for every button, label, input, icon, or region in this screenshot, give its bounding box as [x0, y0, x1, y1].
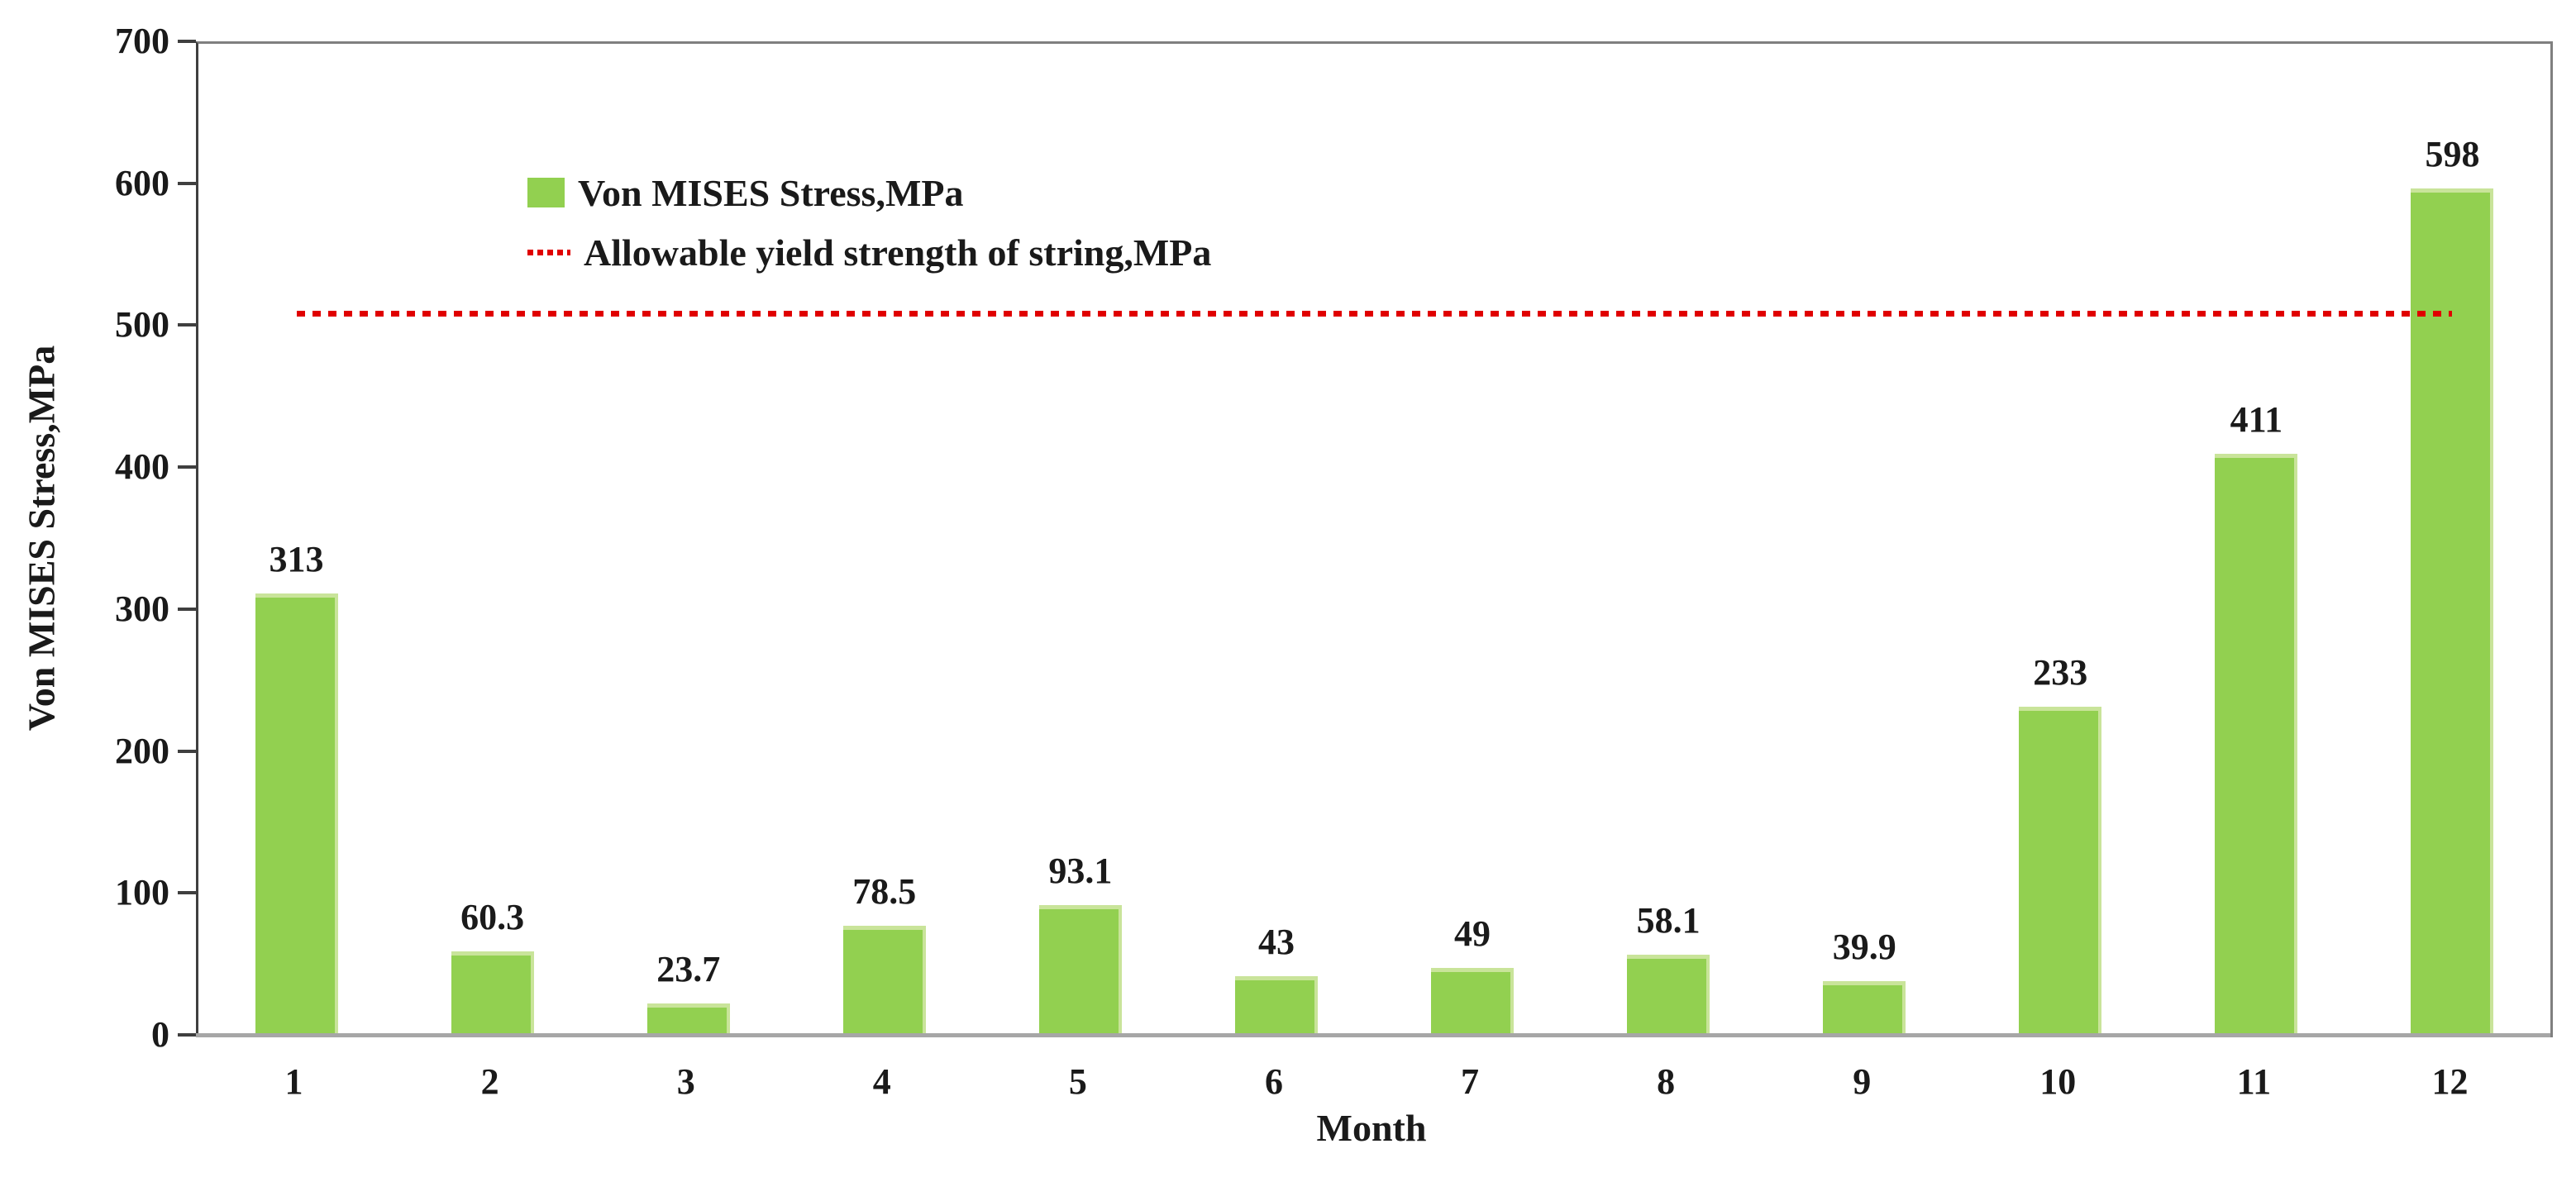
y-tick-mark [178, 607, 196, 611]
plot-area: Von MISES Stress,MPa Allowable yield str… [196, 41, 2553, 1037]
y-tick-label: 700 [115, 21, 169, 61]
x-tick-label-month-2: 2 [480, 1061, 499, 1102]
bar-month-12 [2411, 188, 2494, 1037]
y-tick-label: 400 [115, 446, 169, 488]
y-tick-mark [178, 1033, 196, 1037]
y-tick-mark [178, 891, 196, 895]
bar-value-label: 58.1 [1636, 900, 1701, 941]
y-axis-title: Von MISES Stress,MPa [20, 345, 63, 732]
x-tick-label-month-10: 10 [2039, 1061, 2077, 1102]
bar-month-6 [1234, 976, 1318, 1037]
green-swatch-icon [527, 178, 565, 207]
bar-value-label: 39.9 [1832, 926, 1896, 967]
bar-month-1 [255, 593, 338, 1037]
x-tick-label-month-9: 9 [1853, 1061, 1872, 1102]
y-tick-label: 500 [115, 304, 169, 346]
threshold-line [296, 311, 2453, 317]
y-tick-mark [178, 749, 196, 753]
bar-value-label: 411 [2230, 399, 2283, 441]
y-tick-label: 200 [115, 730, 169, 771]
bar-month-5 [1038, 905, 1122, 1037]
y-tick-label: 300 [115, 588, 169, 629]
bar-month-2 [451, 951, 534, 1037]
bar-value-label: 233 [2033, 651, 2088, 693]
bar-value-label: 598 [2425, 134, 2480, 175]
x-tick-label-month-1: 1 [284, 1061, 303, 1102]
bar-value-label: 313 [269, 538, 324, 579]
y-tick-label: 0 [151, 1014, 169, 1055]
x-tick-label-month-6: 6 [1264, 1061, 1283, 1102]
legend-label: Von MISES Stress,MPa [578, 171, 964, 214]
x-tick-label-month-7: 7 [1461, 1061, 1480, 1102]
bar-month-10 [2019, 706, 2102, 1037]
bar-value-label: 93.1 [1048, 851, 1113, 892]
x-tick-label-month-11: 11 [2236, 1061, 2272, 1102]
bar-value-label: 60.3 [460, 897, 525, 938]
bar-month-7 [1431, 967, 1515, 1037]
x-tick-label-month-12: 12 [2431, 1061, 2469, 1102]
y-tick-label: 100 [115, 872, 169, 913]
bar-month-8 [1627, 955, 1710, 1037]
x-tick-label-month-3: 3 [676, 1061, 695, 1102]
bar-month-4 [842, 926, 926, 1037]
bar-value-label: 49 [1454, 913, 1491, 954]
x-tick-label-month-8: 8 [1657, 1061, 1676, 1102]
bar-month-3 [646, 1003, 730, 1037]
red-dotted-line-icon [527, 249, 570, 255]
bar-value-label: 43 [1257, 922, 1295, 963]
x-tick-label-month-5: 5 [1068, 1061, 1087, 1102]
y-tick-mark [178, 181, 196, 185]
legend-item-von-mises: Von MISES Stress,MPa [527, 168, 1211, 217]
x-tick-label-month-4: 4 [872, 1061, 891, 1102]
legend-item-allowable-yield: Allowable yield strength of string,MPa [527, 227, 1211, 277]
x-axis-title: Month [1316, 1107, 1427, 1149]
y-tick-label: 600 [115, 162, 169, 203]
bar-value-label: 78.5 [852, 871, 917, 913]
legend: Von MISES Stress,MPa Allowable yield str… [527, 168, 1211, 277]
bar-value-label: 23.7 [656, 949, 721, 990]
x-axis-line [196, 1033, 2550, 1037]
y-tick-mark [178, 465, 196, 469]
bar-month-9 [1823, 980, 1906, 1037]
bar-month-11 [2215, 454, 2298, 1037]
y-tick-mark [178, 323, 196, 327]
legend-label: Allowable yield strength of string,MPa [584, 231, 1212, 274]
y-tick-mark [178, 40, 196, 43]
